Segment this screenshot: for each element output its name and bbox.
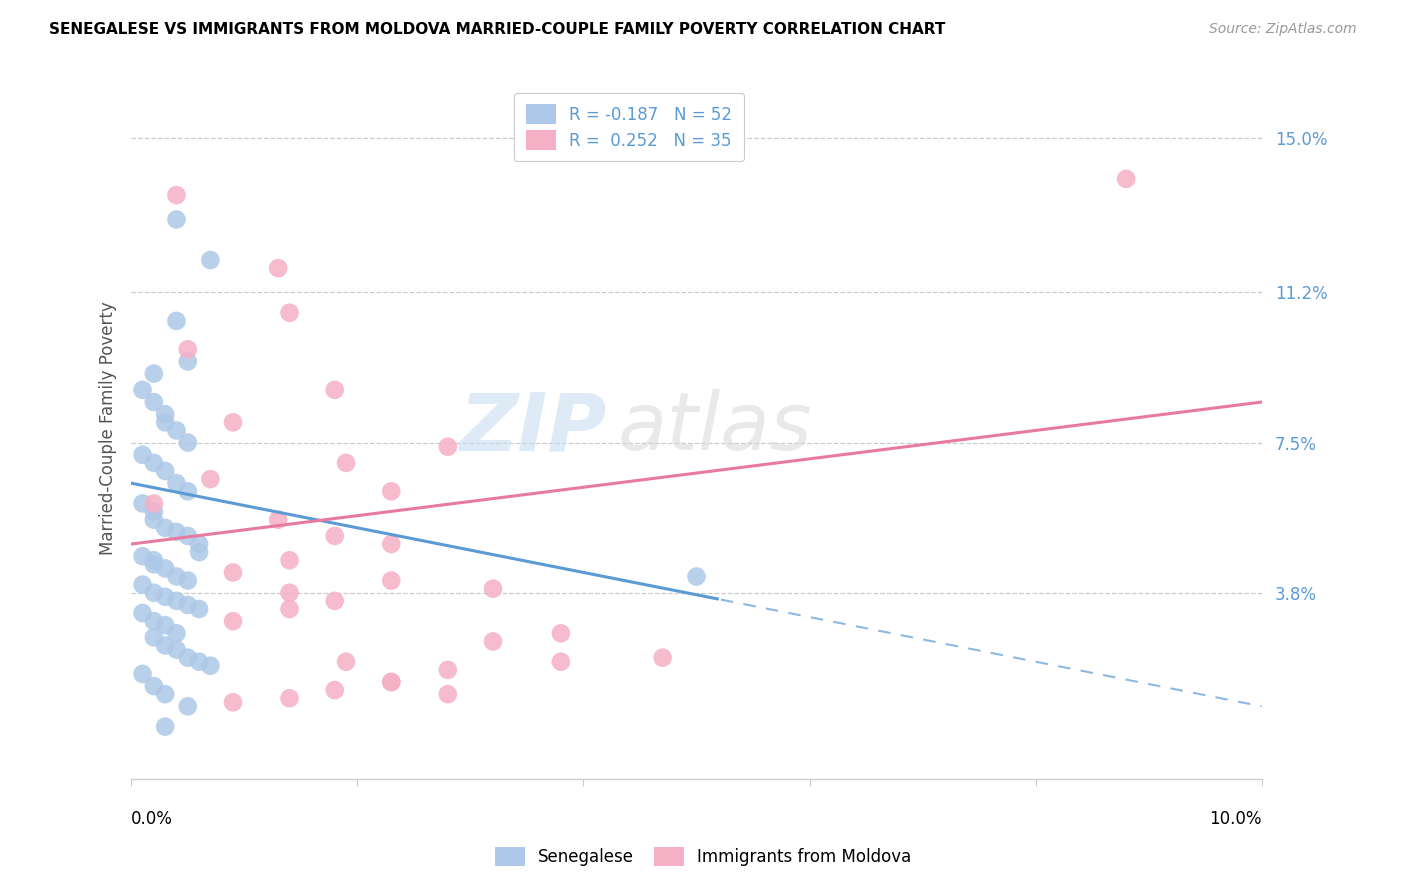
Point <box>153 407 176 421</box>
Point <box>142 496 165 510</box>
Point <box>177 484 200 499</box>
Point <box>142 513 165 527</box>
Point <box>177 354 200 368</box>
Point <box>131 448 153 462</box>
Point <box>177 435 200 450</box>
Point <box>166 626 188 640</box>
Point <box>335 655 357 669</box>
Point <box>436 687 458 701</box>
Point <box>436 440 458 454</box>
Point <box>278 691 301 706</box>
Point <box>153 415 176 429</box>
Point <box>166 424 188 438</box>
Point <box>153 561 176 575</box>
Point <box>380 537 402 551</box>
Point <box>131 577 153 591</box>
Point <box>177 529 200 543</box>
Point <box>188 602 211 616</box>
Point <box>278 306 301 320</box>
Point <box>267 261 290 276</box>
Point <box>278 586 301 600</box>
Point <box>323 383 346 397</box>
Point <box>166 188 188 202</box>
Text: Source: ZipAtlas.com: Source: ZipAtlas.com <box>1209 22 1357 37</box>
Point <box>278 602 301 616</box>
Point <box>380 484 402 499</box>
Point <box>142 558 165 572</box>
Text: atlas: atlas <box>617 390 813 467</box>
Point <box>200 472 222 486</box>
Point <box>380 675 402 690</box>
Point <box>166 314 188 328</box>
Text: 0.0%: 0.0% <box>131 810 173 828</box>
Point <box>550 626 572 640</box>
Point <box>166 476 188 491</box>
Point <box>131 496 153 510</box>
Text: SENEGALESE VS IMMIGRANTS FROM MOLDOVA MARRIED-COUPLE FAMILY POVERTY CORRELATION : SENEGALESE VS IMMIGRANTS FROM MOLDOVA MA… <box>49 22 946 37</box>
Point <box>323 683 346 698</box>
Point <box>380 574 402 588</box>
Point <box>482 582 505 596</box>
Point <box>177 650 200 665</box>
Point <box>267 513 290 527</box>
Point <box>685 569 707 583</box>
Point <box>335 456 357 470</box>
Legend: R = -0.187   N = 52, R =  0.252   N = 35: R = -0.187 N = 52, R = 0.252 N = 35 <box>513 93 744 161</box>
Point <box>436 663 458 677</box>
Point <box>222 415 245 429</box>
Point <box>166 569 188 583</box>
Point <box>153 464 176 478</box>
Point <box>153 521 176 535</box>
Point <box>142 614 165 628</box>
Point <box>166 524 188 539</box>
Point <box>131 606 153 620</box>
Point <box>200 658 222 673</box>
Point <box>222 695 245 709</box>
Point <box>142 456 165 470</box>
Point <box>142 631 165 645</box>
Point <box>482 634 505 648</box>
Point <box>651 650 673 665</box>
Point <box>323 529 346 543</box>
Point <box>153 590 176 604</box>
Point <box>177 574 200 588</box>
Point <box>323 594 346 608</box>
Point <box>188 537 211 551</box>
Point <box>222 614 245 628</box>
Point <box>1115 172 1137 186</box>
Y-axis label: Married-Couple Family Poverty: Married-Couple Family Poverty <box>100 301 117 556</box>
Text: ZIP: ZIP <box>458 390 606 467</box>
Point <box>153 720 176 734</box>
Point <box>188 655 211 669</box>
Point <box>131 666 153 681</box>
Point <box>131 549 153 564</box>
Point <box>166 594 188 608</box>
Point <box>550 655 572 669</box>
Point <box>131 383 153 397</box>
Point <box>142 395 165 409</box>
Point <box>142 679 165 693</box>
Point <box>188 545 211 559</box>
Point <box>200 253 222 268</box>
Point <box>153 639 176 653</box>
Text: 10.0%: 10.0% <box>1209 810 1261 828</box>
Point <box>166 212 188 227</box>
Point <box>222 566 245 580</box>
Point <box>142 586 165 600</box>
Point <box>166 642 188 657</box>
Point <box>142 505 165 519</box>
Point <box>177 699 200 714</box>
Point <box>278 553 301 567</box>
Point <box>142 367 165 381</box>
Point <box>153 687 176 701</box>
Point <box>153 618 176 632</box>
Point <box>177 343 200 357</box>
Point <box>142 553 165 567</box>
Point <box>177 598 200 612</box>
Legend: Senegalese, Immigrants from Moldova: Senegalese, Immigrants from Moldova <box>488 840 918 873</box>
Point <box>380 675 402 690</box>
